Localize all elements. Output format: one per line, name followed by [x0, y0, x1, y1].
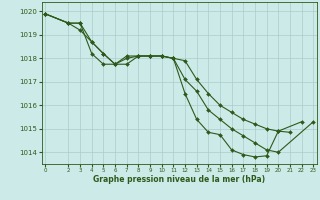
X-axis label: Graphe pression niveau de la mer (hPa): Graphe pression niveau de la mer (hPa) [93, 175, 265, 184]
